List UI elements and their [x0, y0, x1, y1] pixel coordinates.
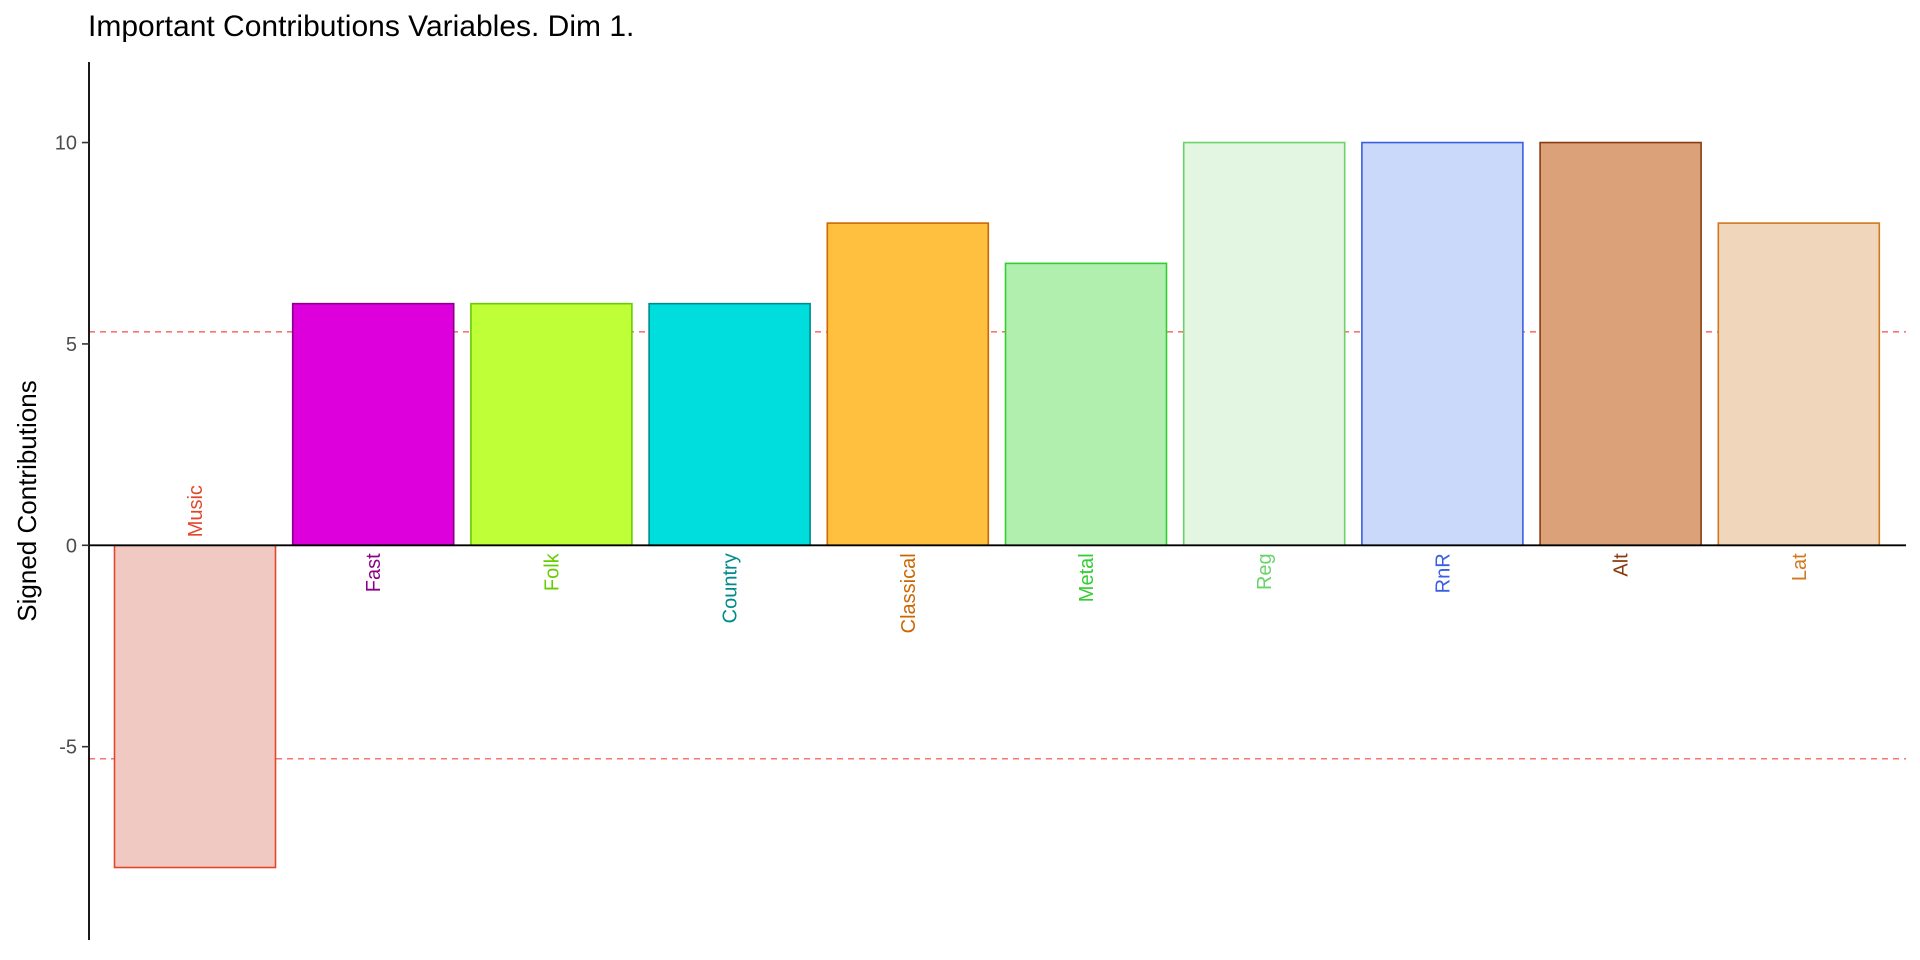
category-label-music: Music: [185, 485, 207, 537]
category-label-metal: Metal: [1076, 553, 1098, 602]
chart-title: Important Contributions Variables. Dim 1…: [88, 10, 635, 43]
bar-fast: [291, 302, 455, 547]
category-label-fast: Fast: [363, 553, 385, 592]
bar-lat: [1717, 222, 1881, 547]
category-label-lat: Lat: [1789, 553, 1811, 581]
category-label-classical: Classical: [898, 553, 920, 633]
bar-folk: [470, 302, 633, 547]
bar-metal: [1004, 262, 1168, 547]
y-axis-title: Signed Contributions: [12, 380, 42, 621]
category-label-rnr: RnR: [1432, 553, 1454, 593]
bar-alt: [1539, 141, 1702, 547]
y-tick-label: 10: [55, 133, 77, 155]
category-label-alt: Alt: [1611, 553, 1633, 577]
category-label-country: Country: [720, 553, 742, 623]
bar-classical: [826, 222, 990, 547]
y-tick-label: 5: [66, 334, 77, 356]
bar-music: [113, 544, 277, 869]
bar-rnr: [1361, 141, 1524, 547]
y-tick-label: -5: [59, 737, 77, 759]
bar-reg: [1182, 141, 1346, 547]
y-tick-label: 0: [66, 535, 77, 557]
category-label-reg: Reg: [1254, 553, 1276, 590]
bar-country: [648, 302, 811, 547]
category-label-folk: Folk: [541, 552, 563, 591]
